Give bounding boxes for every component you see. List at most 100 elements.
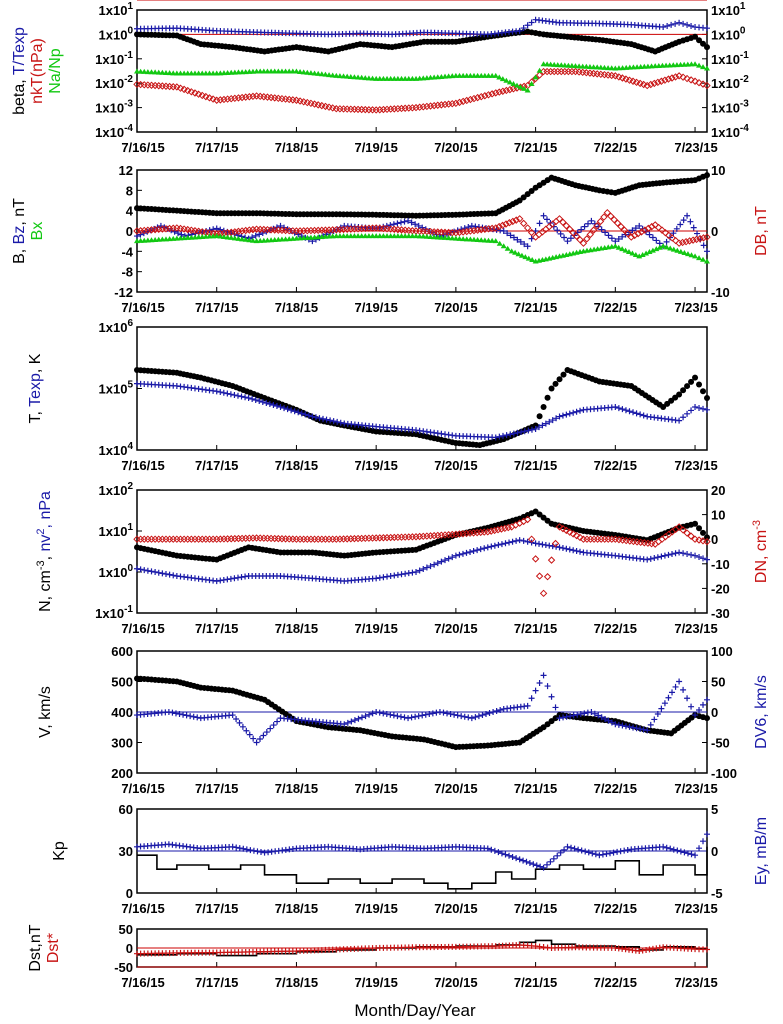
panel-3-series-1-point: [676, 391, 683, 398]
panel-1-series-3-point: [664, 75, 673, 83]
panel-6-series-2-point: [509, 853, 516, 860]
panel-5-series-2-point: [622, 723, 629, 730]
panel-2-series-4-point: [474, 237, 481, 243]
panel-2-series-4-point: [224, 234, 231, 240]
panel-6-series-2-point: [526, 860, 533, 866]
panel-3-series-2-point: [234, 392, 241, 399]
panel-1-series-4-point: [528, 80, 535, 86]
panel-1-ylabel-left-3: Na/Np: [47, 48, 64, 93]
panel-1-right-tick-label: 1x101: [711, 1, 746, 18]
panel-2-x-tick-label: 7/17/15: [195, 300, 238, 315]
panel-2-right-tick-label: 10: [711, 163, 725, 178]
panel-1-series-4-point: [340, 73, 347, 79]
panel-6-series-2-point: [498, 850, 505, 857]
panel-3-series-2-point: [309, 413, 316, 420]
panel-2-series-2-point: [397, 219, 404, 226]
panel-4-series-2-point: [459, 550, 466, 557]
panel-5-right-tick-label: 0: [711, 705, 718, 720]
panel-2-series-2-point: [584, 220, 591, 227]
panel-6-series-2-point: [677, 848, 684, 855]
panel-6-series-2-point: [617, 848, 624, 855]
panel-5-series-2-point: [260, 732, 267, 739]
panel-4-series-2-point: [423, 564, 430, 571]
panel-4-series-2-point: [692, 552, 699, 559]
panel-7-x-tick-label: 7/19/15: [354, 975, 397, 990]
panel-1-series-4-point: [597, 64, 604, 70]
panel-2-series-3-point: [505, 219, 514, 227]
panel-6-series-2-point: [491, 847, 498, 854]
panel-6-right-tick-label: 0: [711, 844, 718, 859]
panel-7-x-tick-label: 7/23/15: [674, 975, 717, 990]
panel-2-series-4-point: [522, 254, 529, 260]
panel-1-series-3-point: [691, 77, 699, 85]
panel-2-series-4-point: [235, 235, 242, 241]
panel-6-series-2-point: [614, 848, 621, 855]
panel-2-series-4-point: [646, 249, 653, 255]
panel-4-series-3-point: [462, 529, 471, 538]
panel-4-series-3-point: [469, 529, 478, 537]
panel-6-series-2-point: [592, 851, 599, 858]
panel-5-series-2-point: [263, 729, 270, 736]
panel-5-series-2-point: [390, 712, 397, 719]
panel-5-series-2-point: [358, 714, 365, 721]
panel-6-series-2-point: [530, 861, 537, 868]
panel-2-series-2-point: [588, 217, 595, 224]
panel-1-series-3-point: [187, 88, 196, 96]
panel-6-left-tick-label: 30: [119, 844, 133, 859]
panel-4-series-3-point: [576, 533, 584, 542]
panel-3-series-2-point: [507, 431, 514, 438]
panel-6-series-2-point: [540, 864, 547, 871]
panel-1-series-4-point: [344, 73, 351, 79]
panel-2-series-2-point: [252, 232, 259, 239]
panel-1-frame: [136, 9, 708, 133]
panel-1-series-2-point: [516, 27, 523, 34]
panel-4-series-2-point: [498, 541, 505, 548]
panel-3-left-tick-label: 1x104: [99, 441, 134, 458]
panel-1-series-2-point: [668, 21, 675, 28]
panel-1-series-3-point: [191, 89, 199, 97]
panel-5-series-2-point: [661, 700, 668, 707]
panel-2-series-2-point: [517, 238, 524, 245]
panel-3-series-2-point: [242, 394, 249, 401]
panel-6-series-2-point: [674, 847, 681, 854]
panel-2-series-2-point: [557, 230, 564, 237]
panel-1-series-3-point: [419, 103, 427, 111]
panel-3-series-2-point: [640, 412, 647, 419]
panel-7-x-tick-label: 7/17/15: [195, 975, 238, 990]
panel-5-series-2-point: [429, 710, 436, 717]
panel-7-ylabel-left: Dst,nT: [27, 924, 44, 971]
panel-5-series-2-point: [341, 721, 348, 728]
panel-1-series-4-point: [510, 81, 517, 87]
panel-4-series-1-point: [696, 525, 703, 532]
panel-3-series-2-point: [249, 396, 256, 403]
panel-7-x-tick-label: 7/16/15: [121, 975, 164, 990]
panel-2-series-2-point: [412, 221, 419, 228]
panel-5-series-2-point: [412, 713, 419, 720]
panel-3-series-1-point: [684, 383, 691, 390]
panel-2-series-3-point: [620, 226, 629, 234]
panel-2-series-3-point: [245, 226, 254, 234]
panel-3-ylabel-left: T, Texp, K: [27, 353, 44, 423]
panel-3-series-2-point: [220, 389, 227, 396]
panel-3-series-2-point: [277, 404, 284, 411]
panel-2-series-3-point: [610, 215, 618, 224]
panel-5-series-2-point: [422, 711, 429, 718]
panel-3-series-2-point: [637, 411, 644, 418]
panel-3-series-2-point: [521, 428, 528, 435]
panel-2-series-4-point: [649, 247, 656, 253]
panel-7-left-tick-label: -50: [114, 960, 133, 975]
panel-6-series-2-point: [533, 862, 540, 869]
panel-5-series-2-point: [647, 721, 654, 728]
panel-3-series-2-point: [499, 432, 506, 439]
panel-2-series-4-point: [656, 244, 663, 250]
panel-5-series-2-point: [401, 714, 408, 721]
panel-2-series-3-point: [603, 208, 612, 217]
panel-4-series-2-point: [463, 549, 470, 556]
panel-4-series-3-point: [543, 573, 552, 581]
panel-2-left-tick-label: -4: [121, 244, 133, 259]
panel-2-series-3-point: [523, 224, 532, 232]
panel-1-series-3-point: [488, 90, 496, 98]
panel-3-series-2-point: [259, 399, 266, 406]
panel-3-series-2-point: [284, 406, 291, 413]
panel-2-series-3-point: [234, 227, 243, 236]
